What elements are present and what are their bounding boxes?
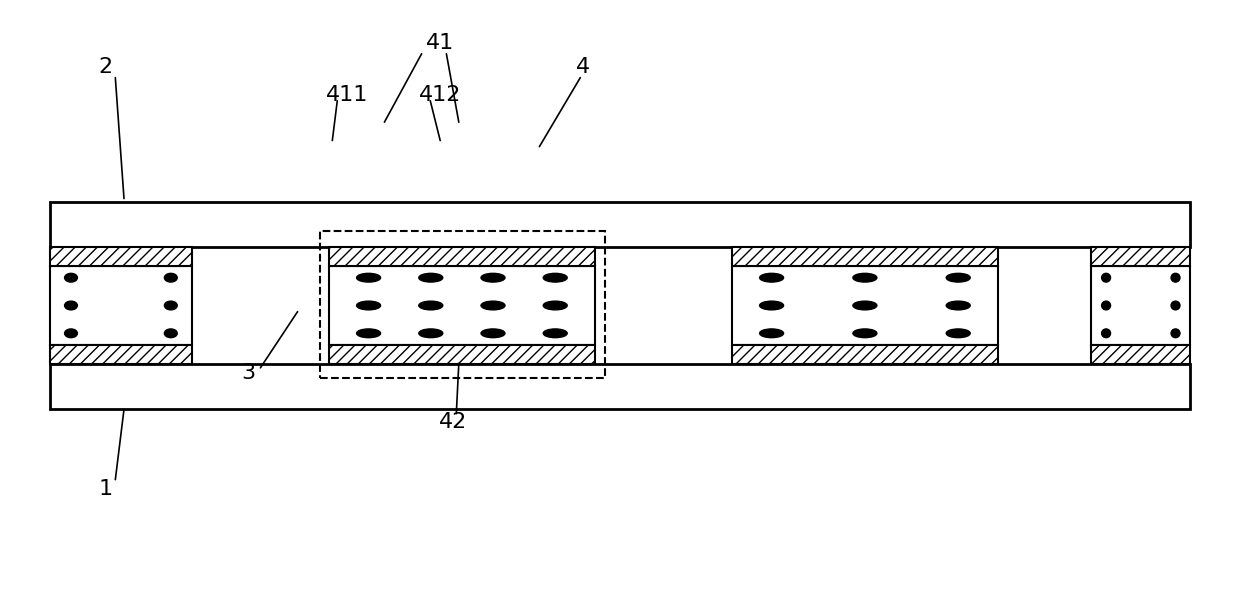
Bar — [1091, 345, 1190, 364]
Ellipse shape — [481, 273, 505, 282]
Text: 411: 411 — [326, 85, 368, 104]
Ellipse shape — [853, 329, 877, 338]
Ellipse shape — [357, 329, 381, 338]
Ellipse shape — [481, 329, 505, 338]
Ellipse shape — [946, 273, 970, 282]
Bar — [329, 247, 595, 266]
Text: 3: 3 — [241, 363, 255, 382]
Ellipse shape — [760, 273, 784, 282]
Ellipse shape — [853, 273, 877, 282]
Bar — [732, 247, 998, 266]
Ellipse shape — [1101, 273, 1111, 282]
Ellipse shape — [64, 329, 77, 338]
Ellipse shape — [419, 329, 443, 338]
Text: 4: 4 — [575, 57, 590, 77]
Ellipse shape — [64, 273, 77, 282]
Ellipse shape — [419, 273, 443, 282]
Bar — [732, 345, 998, 364]
Bar — [50, 202, 1190, 247]
Bar — [50, 364, 1190, 409]
Bar — [320, 231, 605, 378]
Ellipse shape — [165, 329, 177, 338]
Text: 1: 1 — [98, 479, 113, 499]
Ellipse shape — [1101, 301, 1111, 310]
Ellipse shape — [946, 301, 970, 310]
Ellipse shape — [760, 301, 784, 310]
Bar — [1091, 247, 1190, 266]
Bar — [50, 266, 192, 345]
Ellipse shape — [165, 273, 177, 282]
Ellipse shape — [1171, 329, 1180, 338]
Bar — [329, 345, 595, 364]
Ellipse shape — [357, 273, 381, 282]
Ellipse shape — [1101, 329, 1111, 338]
Ellipse shape — [760, 329, 784, 338]
Text: 412: 412 — [419, 85, 461, 104]
Ellipse shape — [357, 301, 381, 310]
Bar — [329, 266, 595, 345]
Bar — [732, 266, 998, 345]
Ellipse shape — [543, 273, 567, 282]
Ellipse shape — [543, 329, 567, 338]
Ellipse shape — [1171, 273, 1180, 282]
Text: 41: 41 — [427, 33, 454, 53]
Ellipse shape — [1171, 301, 1180, 310]
Text: 42: 42 — [439, 412, 466, 431]
Ellipse shape — [165, 301, 177, 310]
Ellipse shape — [946, 329, 970, 338]
Ellipse shape — [64, 301, 77, 310]
Text: 2: 2 — [98, 57, 113, 77]
Bar — [50, 247, 192, 266]
Ellipse shape — [853, 301, 877, 310]
Bar — [1091, 266, 1190, 345]
Ellipse shape — [481, 301, 505, 310]
Bar — [50, 345, 192, 364]
Ellipse shape — [419, 301, 443, 310]
Ellipse shape — [543, 301, 567, 310]
